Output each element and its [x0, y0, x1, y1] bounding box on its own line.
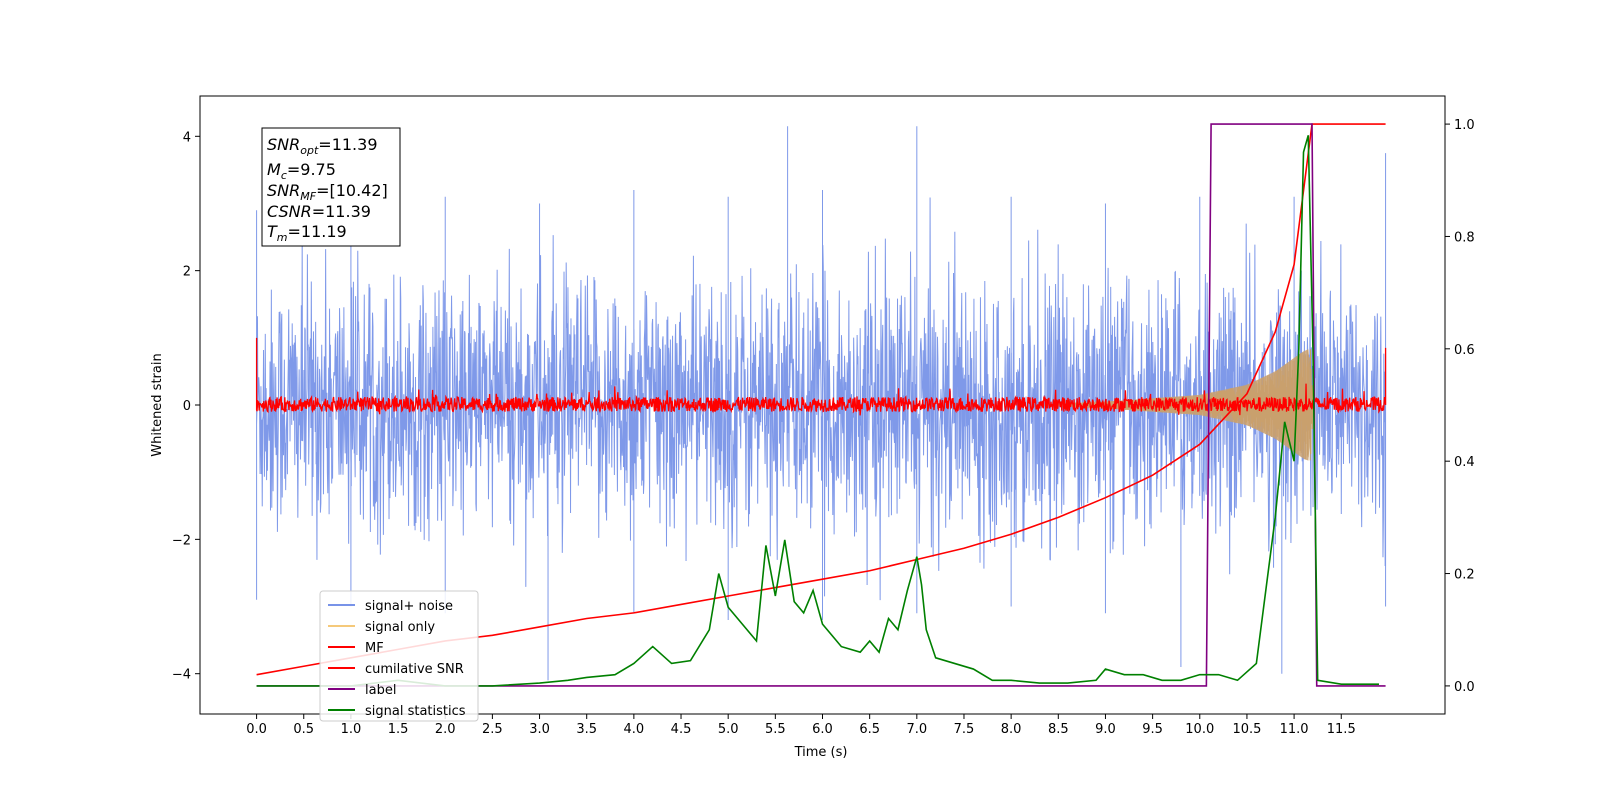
legend-frame: [319, 590, 479, 722]
x-tick-label: 2.5: [482, 722, 503, 737]
y2-tick-label: 1.0: [1454, 118, 1475, 133]
legend-label: signal only: [365, 620, 435, 635]
x-tick-label: 8.0: [1001, 722, 1022, 737]
y2-tick-label: 0.8: [1454, 230, 1475, 245]
y-axis-right: 0.0 0.2 0.4 0.6 0.8 1.0: [1445, 118, 1475, 695]
signal-plus-noise-line: [256, 126, 1387, 681]
legend-label: signal statistics: [365, 704, 466, 719]
x-tick-label: 2.0: [435, 722, 456, 737]
x-tick-label: 11.0: [1280, 722, 1309, 737]
x-tick-label: 4.0: [624, 722, 645, 737]
info-tm: Tm=11.19: [267, 222, 347, 244]
x-tick-label: 3.0: [529, 722, 550, 737]
x-tick-label: 1.5: [388, 722, 409, 737]
x-tick-label: 3.5: [576, 722, 597, 737]
x-tick-label: 7.5: [954, 722, 975, 737]
info-csnr: CSNR=11.39: [267, 202, 371, 221]
y2-tick-label: 0.4: [1454, 455, 1475, 470]
y2-tick-label: 0.0: [1454, 680, 1475, 695]
info-mc: Mc=9.75: [267, 160, 336, 182]
x-tick-label: 9.0: [1095, 722, 1116, 737]
x-tick-label: 5.0: [718, 722, 739, 737]
x-tick-label: 9.5: [1142, 722, 1163, 737]
info-box-frame: [261, 127, 401, 247]
y-tick-label: 4: [183, 130, 191, 145]
info-box: SNRopt=11.39 Mc=9.75 SNRMF=[10.42] CSNR=…: [261, 127, 401, 247]
info-snr-mf: SNRMF=[10.42]: [267, 181, 388, 203]
y2-tick-label: 0.6: [1454, 343, 1475, 358]
y-tick-label: 0: [183, 399, 191, 414]
x-tick-label: 5.5: [765, 722, 786, 737]
y-axis-label: Whitened strain: [150, 353, 165, 456]
x-tick-label: 0.5: [293, 722, 314, 737]
mf-line: [255, 337, 1387, 416]
x-tick-label: 0.0: [246, 722, 267, 737]
legend-label: signal+ noise: [365, 599, 453, 614]
y-tick-label: −4: [172, 668, 191, 683]
legend: signal+ noise signal only MF cumilative SNR…: [319, 590, 479, 722]
signal-statistics-line: [256, 135, 1379, 687]
x-tick-label: 10.5: [1232, 722, 1261, 737]
x-tick-label: 6.0: [812, 722, 833, 737]
y-tick-label: 2: [183, 265, 191, 280]
x-tick-label: 1.0: [341, 722, 362, 737]
series-signal-plus-noise: [256, 126, 1387, 681]
x-tick-label: 10.0: [1185, 722, 1214, 737]
x-tick-label: 11.5: [1327, 722, 1356, 737]
info-snr-opt: SNRopt=11.39: [267, 135, 378, 157]
x-tick-label: 6.5: [859, 722, 880, 737]
series-mf: [255, 337, 1387, 416]
legend-label: label: [365, 683, 396, 698]
x-axis: 0.0 0.5 1.0 1.5 2.0 2.5 3.0 3.5 4.0 4.5 5.0 5.5 6.0 6…: [246, 714, 1356, 737]
y-axis-left: −4 −2 0 2 4: [172, 130, 200, 683]
x-tick-label: 8.5: [1048, 722, 1069, 737]
legend-label: cumilative SNR: [365, 662, 464, 677]
x-axis-label: Time (s): [794, 745, 848, 760]
legend-label: MF: [365, 641, 384, 656]
y-tick-label: −2: [172, 533, 191, 548]
x-tick-label: 7.0: [906, 722, 927, 737]
x-tick-label: 4.5: [671, 722, 692, 737]
label-line: [256, 123, 1386, 687]
y2-tick-label: 0.2: [1454, 568, 1475, 583]
